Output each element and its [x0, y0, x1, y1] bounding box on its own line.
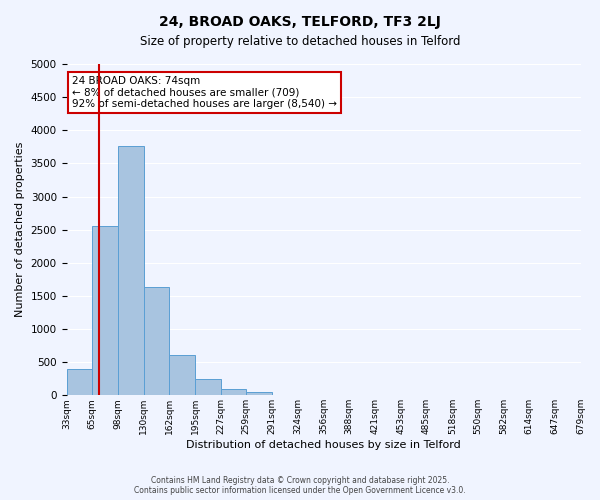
Bar	[144, 286, 169, 396]
Text: Contains public sector information licensed under the Open Government Licence v3: Contains public sector information licen…	[134, 486, 466, 495]
Bar	[221, 389, 247, 396]
Bar	[247, 392, 272, 396]
Text: Contains HM Land Registry data © Crown copyright and database right 2025.: Contains HM Land Registry data © Crown c…	[151, 476, 449, 485]
Bar	[92, 226, 118, 396]
Bar	[118, 146, 144, 396]
Text: Size of property relative to detached houses in Telford: Size of property relative to detached ho…	[140, 35, 460, 48]
Bar	[169, 355, 196, 396]
Text: 24 BROAD OAKS: 74sqm
← 8% of detached houses are smaller (709)
92% of semi-detac: 24 BROAD OAKS: 74sqm ← 8% of detached ho…	[72, 76, 337, 109]
Text: 24, BROAD OAKS, TELFORD, TF3 2LJ: 24, BROAD OAKS, TELFORD, TF3 2LJ	[159, 15, 441, 29]
X-axis label: Distribution of detached houses by size in Telford: Distribution of detached houses by size …	[186, 440, 461, 450]
Y-axis label: Number of detached properties: Number of detached properties	[15, 142, 25, 318]
Bar	[196, 379, 221, 396]
Bar	[67, 370, 92, 396]
